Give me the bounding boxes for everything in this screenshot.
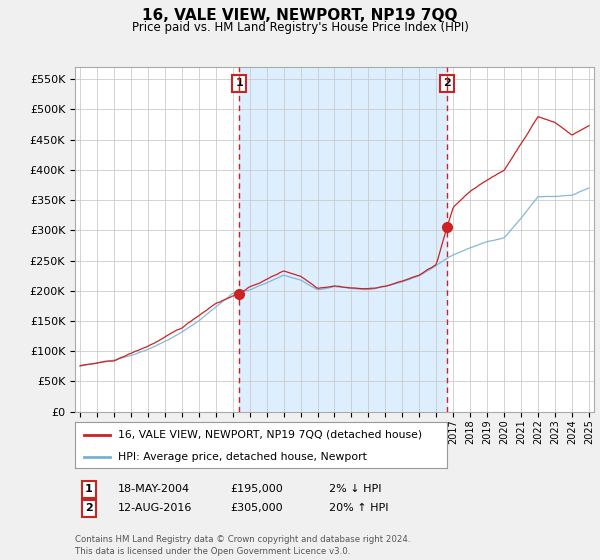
Text: 18-MAY-2004: 18-MAY-2004	[118, 484, 190, 494]
Text: 16, VALE VIEW, NEWPORT, NP19 7QQ (detached house): 16, VALE VIEW, NEWPORT, NP19 7QQ (detach…	[118, 430, 422, 440]
Text: Contains HM Land Registry data © Crown copyright and database right 2024.
This d: Contains HM Land Registry data © Crown c…	[75, 535, 410, 556]
Text: 2% ↓ HPI: 2% ↓ HPI	[329, 484, 382, 494]
Text: £305,000: £305,000	[230, 503, 283, 514]
Text: Price paid vs. HM Land Registry's House Price Index (HPI): Price paid vs. HM Land Registry's House …	[131, 21, 469, 34]
Text: 1: 1	[235, 78, 243, 88]
Text: HPI: Average price, detached house, Newport: HPI: Average price, detached house, Newp…	[118, 451, 367, 461]
Text: 12-AUG-2016: 12-AUG-2016	[118, 503, 192, 514]
Text: £195,000: £195,000	[230, 484, 283, 494]
Text: 2: 2	[443, 78, 451, 88]
Text: 16, VALE VIEW, NEWPORT, NP19 7QQ: 16, VALE VIEW, NEWPORT, NP19 7QQ	[142, 8, 458, 24]
Text: 1: 1	[85, 484, 92, 494]
Text: 2: 2	[85, 503, 92, 514]
Text: 20% ↑ HPI: 20% ↑ HPI	[329, 503, 388, 514]
Bar	[239, 67, 447, 412]
